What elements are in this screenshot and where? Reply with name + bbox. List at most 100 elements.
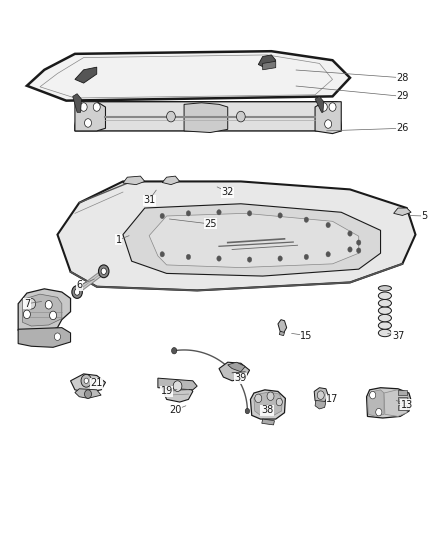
Text: 28: 28 [396, 73, 409, 83]
Text: 26: 26 [396, 123, 409, 133]
Circle shape [160, 213, 164, 219]
Text: 13: 13 [401, 400, 413, 410]
Circle shape [217, 256, 221, 261]
Ellipse shape [378, 322, 392, 329]
Polygon shape [75, 102, 341, 131]
Polygon shape [75, 67, 97, 83]
Polygon shape [394, 208, 411, 215]
Circle shape [325, 120, 332, 128]
Circle shape [237, 111, 245, 122]
Circle shape [357, 240, 361, 245]
Ellipse shape [378, 307, 392, 314]
Circle shape [276, 398, 283, 406]
Circle shape [99, 265, 109, 278]
Text: 20: 20 [169, 405, 181, 415]
Text: 7: 7 [24, 298, 30, 309]
Polygon shape [263, 61, 276, 70]
Polygon shape [123, 204, 381, 276]
Circle shape [217, 209, 221, 215]
Ellipse shape [378, 300, 392, 307]
Circle shape [173, 381, 182, 391]
Polygon shape [219, 362, 250, 381]
Circle shape [93, 103, 100, 111]
Polygon shape [75, 389, 101, 398]
Polygon shape [27, 51, 350, 101]
Polygon shape [162, 176, 180, 184]
Polygon shape [18, 289, 71, 334]
Polygon shape [18, 328, 71, 348]
Polygon shape [158, 378, 197, 390]
Circle shape [84, 378, 88, 383]
Circle shape [348, 247, 352, 252]
Ellipse shape [378, 286, 392, 291]
Circle shape [348, 231, 352, 236]
Circle shape [166, 111, 175, 122]
Polygon shape [367, 387, 411, 418]
Circle shape [186, 211, 191, 216]
Text: 17: 17 [326, 394, 339, 405]
Polygon shape [149, 213, 359, 268]
Polygon shape [278, 320, 287, 333]
Text: 31: 31 [143, 195, 155, 205]
Circle shape [326, 252, 330, 257]
Polygon shape [315, 102, 341, 134]
Circle shape [27, 298, 35, 309]
Text: 25: 25 [204, 219, 216, 229]
Text: 37: 37 [392, 330, 404, 341]
Circle shape [376, 408, 382, 416]
Text: 6: 6 [76, 280, 82, 290]
Text: 21: 21 [91, 378, 103, 389]
Polygon shape [228, 362, 245, 372]
Ellipse shape [378, 314, 392, 322]
Circle shape [81, 374, 92, 387]
Polygon shape [57, 181, 416, 290]
Polygon shape [314, 387, 328, 403]
Circle shape [45, 301, 52, 309]
Circle shape [329, 103, 336, 111]
Circle shape [247, 257, 252, 262]
Circle shape [72, 286, 82, 298]
Polygon shape [73, 94, 81, 112]
Circle shape [186, 254, 191, 260]
Text: 39: 39 [235, 373, 247, 383]
Circle shape [85, 119, 92, 127]
Polygon shape [184, 103, 228, 133]
Circle shape [80, 103, 87, 111]
Circle shape [245, 408, 250, 414]
Polygon shape [279, 332, 285, 336]
Circle shape [49, 311, 57, 320]
Polygon shape [367, 390, 384, 416]
Circle shape [255, 394, 262, 402]
Text: 19: 19 [160, 386, 173, 397]
Circle shape [304, 217, 308, 222]
Polygon shape [254, 392, 283, 415]
Circle shape [74, 289, 80, 295]
Polygon shape [251, 390, 286, 419]
Polygon shape [384, 390, 409, 416]
Text: 1: 1 [116, 235, 122, 245]
Ellipse shape [378, 329, 392, 337]
Circle shape [370, 391, 376, 399]
Circle shape [54, 333, 60, 341]
Circle shape [278, 256, 283, 261]
Polygon shape [162, 381, 193, 402]
Circle shape [172, 348, 177, 354]
Polygon shape [315, 400, 326, 409]
Text: 15: 15 [300, 330, 312, 341]
Circle shape [304, 254, 308, 260]
Circle shape [317, 391, 324, 399]
Polygon shape [123, 176, 145, 184]
Circle shape [85, 390, 92, 398]
Circle shape [278, 213, 283, 218]
Circle shape [160, 252, 164, 257]
Bar [398, 405, 407, 410]
Polygon shape [262, 419, 275, 425]
Circle shape [320, 103, 327, 111]
Ellipse shape [378, 292, 392, 300]
Polygon shape [258, 55, 276, 69]
Text: 38: 38 [261, 405, 273, 415]
Polygon shape [22, 294, 62, 326]
Circle shape [357, 248, 361, 253]
Polygon shape [71, 374, 106, 392]
Circle shape [267, 392, 274, 400]
